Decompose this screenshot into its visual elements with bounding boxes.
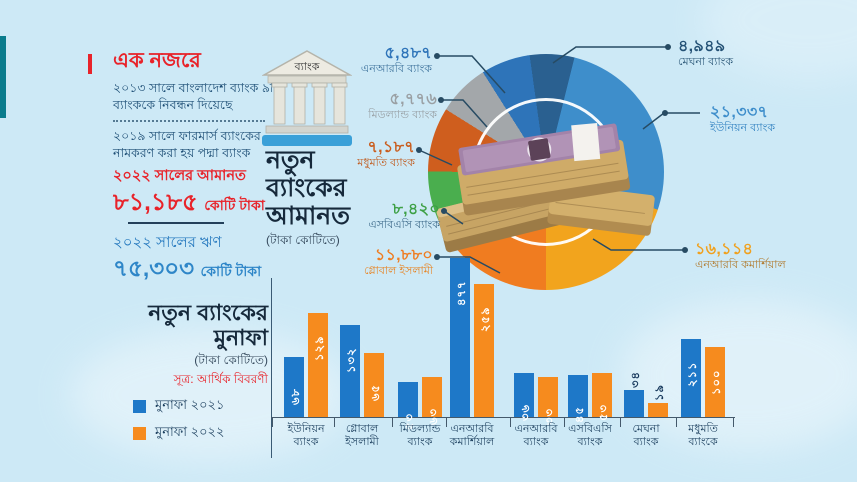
segment-label-modhumoti-bank: ৭,১৮৭ মধুমতি ব্যাংক: [357, 139, 415, 169]
loan-unit: কোটি টাকা: [200, 263, 262, 279]
segment-label-sbac-bank: ৮,৪২০ এসবিএসি ব্যাংক: [368, 201, 440, 231]
x-axis-tick: [334, 417, 335, 427]
loan-amount: ৭৫,৩০৩: [113, 255, 195, 281]
bar-2022-4: [538, 377, 558, 417]
bar-2021-1: [340, 325, 360, 417]
profit-chart-title: নতুন ব্যাংকের মুনাফা: [148, 300, 268, 351]
legend-item-2021: মুনাফা ২০২১: [133, 396, 224, 417]
bar-2021-3: [450, 258, 470, 417]
bar-2022-1: [364, 353, 384, 417]
bar-value-label: ৩৪: [630, 371, 642, 388]
x-axis-tick: [446, 417, 447, 427]
sidebar-fact-2: ২০১৯ সালে ফারমার্স ব্যাংকের নামকরণ করা হ…: [113, 129, 261, 160]
svg-text:ব্যাংক: ব্যাংক: [294, 61, 320, 73]
bar-value-label: ৪৫: [574, 406, 586, 423]
bar-category-label: এনআরবি ব্যাংক: [514, 423, 558, 449]
bar-2022-6: [648, 403, 668, 417]
money-stack-image: [430, 96, 662, 258]
bar-value-label: ২১১: [687, 361, 699, 387]
bar-category-label: এসবিএসি ব্যাংক: [568, 423, 612, 449]
segment-label-nrb-bank: ৫,৪৮৭ এনআরবি ব্যাংক: [360, 45, 432, 75]
deposit-2022-value: ৮১,১৮৫ কোটি টাকা: [113, 184, 265, 224]
sidebar-heading: এক নজরে: [113, 49, 201, 72]
bar-category-label: গ্লোবাল ইসলামী: [345, 423, 379, 449]
bar-value-label: ৩৩: [544, 408, 556, 425]
x-axis-tick: [733, 417, 734, 427]
legend-item-2022: মুনাফা ২০২২: [133, 423, 224, 444]
bar-value-label: ৬৩: [428, 408, 440, 425]
x-axis-line: [271, 417, 735, 418]
segment-label-nrb-commercial: ১৬,১১৪ এনআরবি কমার্শিয়াল: [695, 241, 786, 271]
bar-category-label: এনআরবি কমার্শিয়াল: [449, 423, 495, 449]
bar-value-label: ৬৫: [370, 384, 382, 401]
segment-label-midland-bank: ৫,৭৭৬ মিডল্যান্ড ব্যাংক: [368, 91, 437, 121]
x-axis-tick: [272, 417, 273, 427]
background-cloud: [620, 300, 857, 450]
deposit-2022-label: ২০২২ সালের আমানত: [113, 168, 246, 184]
bar-2021-2: [398, 382, 418, 417]
bar-2021-5: [568, 375, 588, 417]
profit-chart-subtitle: (টাকা কোটিতে): [194, 353, 268, 367]
bar-2021-0: [284, 357, 304, 417]
loan-2022-label: ২০২২ সালের ঋণ: [113, 234, 222, 251]
segment-label-meghna-bank: ৪,৯৪৯ মেঘনা ব্যাংক: [678, 38, 734, 68]
sidebar-fact-1: ২০১৩ সালে বাংলাদেশ ব্যাংক ৯টি ব্যাংককে ন…: [113, 81, 281, 112]
bar-value-label: ৫৩: [598, 404, 610, 421]
heading-accent-strip: [88, 54, 92, 74]
y-axis-line: [271, 278, 272, 458]
bar-value-label: ৬৮: [290, 388, 302, 405]
deposit-chart-title: নতুন ব্যাংকের আমানত: [266, 146, 350, 230]
bar-2022-7: [705, 347, 725, 417]
deposit-chart-subtitle: (টাকা কোটিতে): [266, 233, 340, 247]
x-axis-tick: [676, 417, 677, 427]
segment-label-global-islami: ১১,৮৮০ গ্লোবাল ইসলামী: [364, 247, 433, 277]
x-axis-tick: [564, 417, 565, 427]
section-divider: [128, 222, 224, 224]
legend-swatch-2022: [133, 427, 146, 440]
bar-value-label: ১০০: [711, 369, 723, 395]
bar-value-label: ১৩২: [346, 347, 358, 373]
left-edge-strip: [0, 36, 6, 118]
x-axis-tick: [510, 417, 511, 427]
bar-category-label: মধুমতি ব্যাংকে: [688, 423, 718, 449]
bar-2022-0: [308, 313, 328, 417]
bar-value-label: ৪৭৭: [456, 280, 468, 306]
bank-building-icon: ব্যাংক: [262, 48, 352, 150]
profit-chart-source: সূত্র: আর্থিক বিবরণী: [173, 372, 268, 386]
deposit-amount: ৮১,১৮৫: [113, 189, 198, 216]
bar-category-label: মিডল্যান্ড ব্যাংক: [399, 423, 441, 449]
loan-2022-value: ৭৫,৩০৩ কোটি টাকা: [113, 250, 261, 289]
bar-2022-5: [592, 373, 612, 417]
profit-chart-legend: মুনাফা ২০২১ মুনাফা ২০২২: [133, 396, 224, 450]
bar-value-label: ৩৬: [520, 404, 532, 421]
x-axis-tick: [392, 417, 393, 427]
legend-label-2021: মুনাফা ২০২১: [155, 397, 225, 412]
dotted-divider: [113, 120, 265, 122]
bar-value-label: ১৯: [654, 384, 666, 401]
bar-2021-7: [681, 339, 701, 417]
bar-2021-6: [624, 390, 644, 417]
legend-label-2022: মুনাফা ২০২২: [155, 424, 225, 439]
bar-value-label: ২৫৯: [480, 306, 492, 332]
bar-2021-4: [514, 373, 534, 417]
bar-category-label: ইউনিয়ন ব্যাংক: [287, 423, 325, 449]
legend-swatch-2021: [133, 400, 146, 413]
bar-2022-3: [474, 284, 494, 417]
segment-label-union-bank: ২১,৩৩৭ ইউনিয়ন ব্যাংক: [710, 104, 776, 134]
x-axis-tick: [620, 417, 621, 427]
deposit-unit: কোটি টাকা: [204, 197, 265, 213]
bar-category-label: মেঘনা ব্যাংক: [632, 423, 660, 449]
bar-value-label: ১২৯: [314, 335, 326, 361]
bar-2022-2: [422, 377, 442, 417]
